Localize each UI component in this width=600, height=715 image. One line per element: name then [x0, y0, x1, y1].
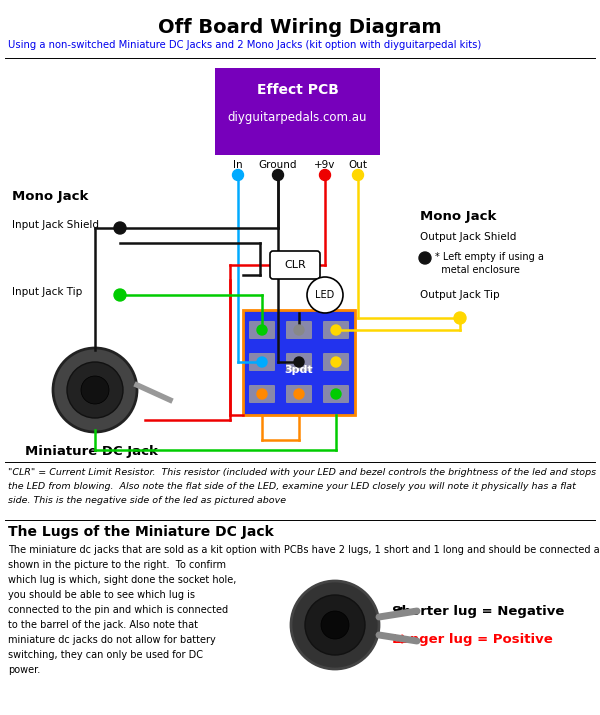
Circle shape: [257, 325, 267, 335]
Text: power.: power.: [8, 665, 40, 675]
Text: Out: Out: [349, 160, 367, 170]
Circle shape: [257, 357, 267, 367]
Circle shape: [67, 362, 123, 418]
FancyBboxPatch shape: [323, 353, 349, 371]
Text: Mono Jack: Mono Jack: [420, 210, 496, 223]
Circle shape: [233, 169, 244, 180]
Text: The Lugs of the Miniature DC Jack: The Lugs of the Miniature DC Jack: [8, 525, 274, 539]
Text: Off Board Wiring Diagram: Off Board Wiring Diagram: [158, 18, 442, 37]
FancyBboxPatch shape: [243, 310, 355, 415]
Text: to the barrel of the jack. Also note that: to the barrel of the jack. Also note tha…: [8, 620, 198, 630]
Circle shape: [272, 169, 284, 180]
Text: you should be able to see which lug is: you should be able to see which lug is: [8, 590, 195, 600]
Circle shape: [305, 595, 365, 655]
Text: "CLR" = Current Limit Resistor.  This resistor (included with your LED and bezel: "CLR" = Current Limit Resistor. This res…: [8, 468, 596, 477]
Circle shape: [53, 348, 137, 432]
Polygon shape: [215, 68, 380, 155]
FancyBboxPatch shape: [249, 353, 275, 371]
Text: Output Jack Shield: Output Jack Shield: [420, 232, 517, 242]
Text: CLR: CLR: [284, 260, 306, 270]
Text: In: In: [233, 160, 243, 170]
Text: The miniature dc jacks that are sold as a kit option with PCBs have 2 lugs, 1 sh: The miniature dc jacks that are sold as …: [8, 545, 600, 555]
Text: Input Jack Tip: Input Jack Tip: [12, 287, 82, 297]
Text: Miniature DC Jack: Miniature DC Jack: [25, 445, 158, 458]
Circle shape: [114, 289, 126, 301]
Text: switching, they can only be used for DC: switching, they can only be used for DC: [8, 650, 203, 660]
FancyBboxPatch shape: [249, 385, 275, 403]
Text: Longer lug = Positive: Longer lug = Positive: [392, 633, 553, 646]
Text: Ground: Ground: [259, 160, 297, 170]
FancyBboxPatch shape: [270, 251, 320, 279]
Circle shape: [331, 325, 341, 335]
Text: 3pdt: 3pdt: [284, 365, 313, 375]
Text: Mono Jack: Mono Jack: [12, 190, 88, 203]
Circle shape: [419, 252, 431, 264]
Text: Effect PCB: Effect PCB: [257, 83, 338, 97]
Circle shape: [294, 357, 304, 367]
Text: connected to the pin and which is connected: connected to the pin and which is connec…: [8, 605, 228, 615]
Text: shown in the picture to the right.  To confirm: shown in the picture to the right. To co…: [8, 560, 226, 570]
Circle shape: [454, 312, 466, 324]
Text: Input Jack Shield: Input Jack Shield: [12, 220, 99, 230]
Text: miniature dc jacks do not allow for battery: miniature dc jacks do not allow for batt…: [8, 635, 216, 645]
Text: Shorter lug = Negative: Shorter lug = Negative: [392, 604, 565, 618]
Circle shape: [353, 169, 364, 180]
Text: diyguitarpedals.com.au: diyguitarpedals.com.au: [228, 112, 367, 124]
Circle shape: [81, 376, 109, 404]
Circle shape: [331, 389, 341, 399]
Circle shape: [321, 611, 349, 639]
Text: Using a non-switched Miniature DC Jacks and 2 Mono Jacks (kit option with diygui: Using a non-switched Miniature DC Jacks …: [8, 40, 481, 50]
Text: LED: LED: [316, 290, 335, 300]
Circle shape: [291, 581, 379, 669]
FancyBboxPatch shape: [249, 321, 275, 339]
Circle shape: [294, 325, 304, 335]
Circle shape: [294, 389, 304, 399]
Circle shape: [257, 389, 267, 399]
Text: Output Jack Tip: Output Jack Tip: [420, 290, 500, 300]
Text: side. This is the negative side of the led as pictured above: side. This is the negative side of the l…: [8, 496, 286, 505]
FancyBboxPatch shape: [323, 321, 349, 339]
FancyBboxPatch shape: [286, 321, 312, 339]
FancyBboxPatch shape: [286, 385, 312, 403]
Circle shape: [320, 169, 331, 180]
Circle shape: [307, 277, 343, 313]
Circle shape: [114, 222, 126, 234]
FancyBboxPatch shape: [286, 353, 312, 371]
Text: which lug is which, sight done the socket hole,: which lug is which, sight done the socke…: [8, 575, 236, 585]
FancyBboxPatch shape: [323, 385, 349, 403]
Text: * Left empty if using a: * Left empty if using a: [435, 252, 544, 262]
Text: the LED from blowing.  Also note the flat side of the LED, examine your LED clos: the LED from blowing. Also note the flat…: [8, 482, 576, 491]
Text: metal enclosure: metal enclosure: [435, 265, 520, 275]
Circle shape: [331, 357, 341, 367]
Text: +9v: +9v: [314, 160, 335, 170]
